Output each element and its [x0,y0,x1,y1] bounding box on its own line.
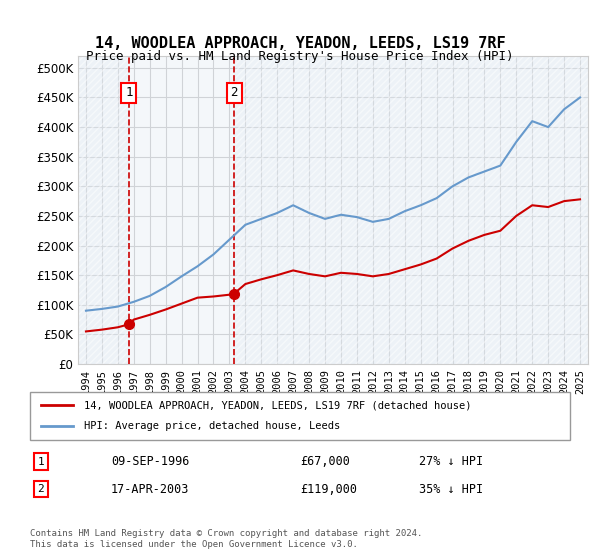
Text: 14, WOODLEA APPROACH, YEADON, LEEDS, LS19 7RF: 14, WOODLEA APPROACH, YEADON, LEEDS, LS1… [95,36,505,52]
Bar [234,56,588,364]
Text: 1: 1 [37,457,44,467]
Text: Price paid vs. HM Land Registry's House Price Index (HPI): Price paid vs. HM Land Registry's House … [86,50,514,63]
Text: 35% ↓ HPI: 35% ↓ HPI [419,483,483,496]
Text: 1: 1 [125,86,133,100]
Text: Contains HM Land Registry data © Crown copyright and database right 2024.
This d: Contains HM Land Registry data © Crown c… [30,529,422,549]
Text: 09-SEP-1996: 09-SEP-1996 [111,455,190,468]
Bar [234,56,588,364]
Text: 17-APR-2003: 17-APR-2003 [111,483,190,496]
Text: 2: 2 [230,86,238,100]
Text: 14, WOODLEA APPROACH, YEADON, LEEDS, LS19 7RF (detached house): 14, WOODLEA APPROACH, YEADON, LEEDS, LS1… [84,400,472,410]
FancyBboxPatch shape [30,392,570,440]
Text: 27% ↓ HPI: 27% ↓ HPI [419,455,483,468]
Text: £67,000: £67,000 [300,455,350,468]
Text: 2: 2 [37,484,44,494]
Bar [129,56,234,364]
Text: £119,000: £119,000 [300,483,357,496]
Bar [78,56,129,364]
Text: HPI: Average price, detached house, Leeds: HPI: Average price, detached house, Leed… [84,421,340,431]
Bar [78,56,129,364]
